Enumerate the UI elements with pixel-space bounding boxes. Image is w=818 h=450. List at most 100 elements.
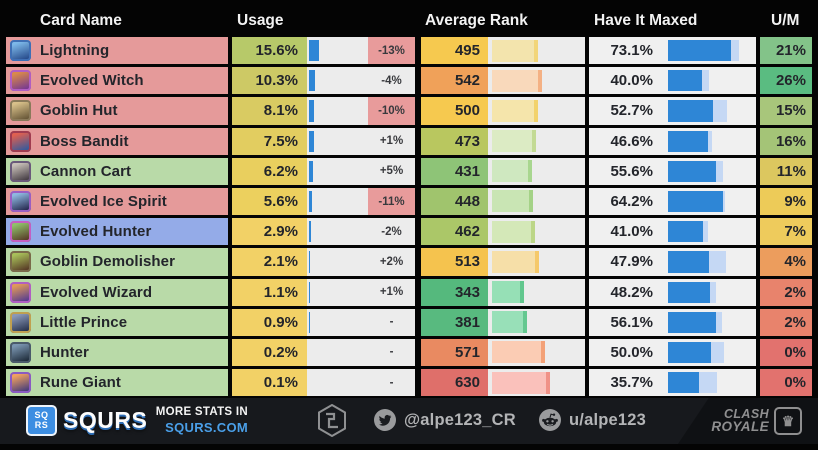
column-divider	[756, 97, 760, 125]
have-it-maxed-cell: 46.6%	[589, 127, 756, 155]
have-it-maxed-value: 55.6%	[610, 162, 653, 180]
twitter-link[interactable]: @alpe123_CR	[374, 409, 516, 431]
have-it-maxed-cell: 35.7%	[589, 369, 756, 397]
usage-value: 10.3%	[232, 67, 307, 95]
column-divider	[756, 248, 760, 276]
usage-bar	[309, 311, 310, 333]
rank-bar	[492, 311, 527, 334]
card-name-cell: Rune Giant	[6, 369, 228, 397]
column-divider	[585, 157, 589, 185]
table-row: Little Prince 0.9% - 381 56.1% 2%	[6, 308, 812, 336]
usage-value: 6.2%	[232, 157, 307, 185]
rank-bar-track	[488, 97, 585, 125]
maxed-bar-track	[668, 160, 724, 182]
usage-bar-track: -2%	[307, 218, 415, 246]
average-rank-value: 630	[421, 369, 488, 397]
rank-bar-track	[488, 157, 585, 185]
card-name-cell: Little Prince	[6, 308, 228, 336]
usage-value: 2.1%	[232, 248, 307, 276]
rank-bar	[492, 371, 550, 394]
maxed-bar-tail	[709, 251, 727, 273]
card-name-label: Little Prince	[40, 313, 128, 331]
usage-change-badge: -11%	[368, 187, 415, 216]
maxed-bar	[668, 341, 711, 364]
usage-change-badge: -	[389, 376, 394, 389]
maxed-bar-track	[668, 341, 724, 364]
rank-bar	[492, 341, 545, 364]
card-art-icon	[10, 341, 31, 363]
column-divider	[756, 278, 760, 306]
average-rank-value: 571	[421, 338, 488, 367]
column-divider	[415, 248, 421, 276]
card-art-icon	[10, 40, 31, 62]
um-value: 2%	[760, 308, 812, 336]
have-it-maxed-value: 41.0%	[610, 223, 653, 241]
clash-royale-logo: CLASH ROYALE ♛	[711, 407, 802, 435]
usage-bar-track: -	[307, 338, 415, 367]
um-value: 4%	[760, 248, 812, 276]
card-art-icon	[10, 160, 31, 182]
twitter-icon	[374, 409, 396, 431]
card-name-cell: Evolved Witch	[6, 67, 228, 95]
maxed-bar	[668, 281, 710, 303]
usage-value: 15.6%	[232, 37, 307, 65]
usage-bar	[309, 190, 312, 213]
table-row: Cannon Cart 6.2% +5% 431 55.6% 11%	[6, 157, 812, 185]
column-divider	[228, 127, 232, 155]
usage-value: 2.9%	[232, 218, 307, 246]
average-rank-value: 381	[421, 308, 488, 336]
column-divider	[415, 97, 421, 125]
card-name-label: Goblin Hut	[40, 102, 118, 120]
usage-bar	[309, 251, 310, 273]
usage-value: 0.9%	[232, 308, 307, 336]
column-divider	[756, 369, 760, 397]
card-art-icon	[10, 221, 31, 243]
maxed-bar-tail	[730, 40, 740, 62]
column-divider	[228, 67, 232, 95]
rank-bar-track	[488, 308, 585, 336]
usage-bar-track: +5%	[307, 157, 415, 185]
card-name-cell: Boss Bandit	[6, 127, 228, 155]
um-value: 9%	[760, 187, 812, 216]
um-value: 2%	[760, 278, 812, 306]
have-it-maxed-value: 40.0%	[610, 72, 653, 90]
column-divider	[415, 218, 421, 246]
card-name-label: Lightning	[40, 42, 110, 60]
maxed-bar	[668, 100, 714, 122]
column-divider	[585, 278, 589, 306]
column-divider	[415, 308, 421, 336]
usage-bar-track: -10%	[307, 97, 415, 125]
column-divider	[585, 308, 589, 336]
um-value: 16%	[760, 127, 812, 155]
table-row: Evolved Hunter 2.9% -2% 462 41.0% 7%	[6, 218, 812, 246]
usage-change-badge: -4%	[381, 74, 402, 87]
card-name-label: Evolved Hunter	[40, 223, 152, 241]
reddit-link[interactable]: u/alpe123	[539, 409, 646, 431]
um-value: 21%	[760, 37, 812, 65]
stats-table: Lightning 15.6% -13% 495 73.1% 21% Evolv…	[6, 37, 812, 397]
have-it-maxed-cell: 50.0%	[589, 338, 756, 367]
have-it-maxed-cell: 40.0%	[589, 67, 756, 95]
average-rank-value: 343	[421, 278, 488, 306]
average-rank-value: 431	[421, 157, 488, 185]
usage-change-badge: +1%	[379, 286, 404, 299]
column-divider	[415, 338, 421, 367]
usage-value: 0.2%	[232, 338, 307, 367]
card-art-icon	[10, 191, 31, 213]
card-name-label: Evolved Ice Spirit	[40, 193, 167, 211]
rank-bar	[492, 281, 524, 303]
maxed-bar	[668, 311, 717, 333]
maxed-bar-track	[668, 70, 710, 92]
maxed-bar	[668, 190, 724, 213]
maxed-bar	[668, 221, 704, 243]
have-it-maxed-cell: 56.1%	[589, 308, 756, 336]
column-divider	[585, 369, 589, 397]
card-name-label: Evolved Witch	[40, 72, 144, 90]
card-art-icon	[10, 311, 31, 333]
rank-bar	[492, 99, 538, 122]
column-divider	[228, 218, 232, 246]
maxed-bar-tail	[702, 70, 710, 92]
squrs-site-link[interactable]: SQURS.COM	[165, 419, 248, 435]
card-art-icon	[10, 372, 31, 394]
column-divider	[415, 369, 421, 397]
